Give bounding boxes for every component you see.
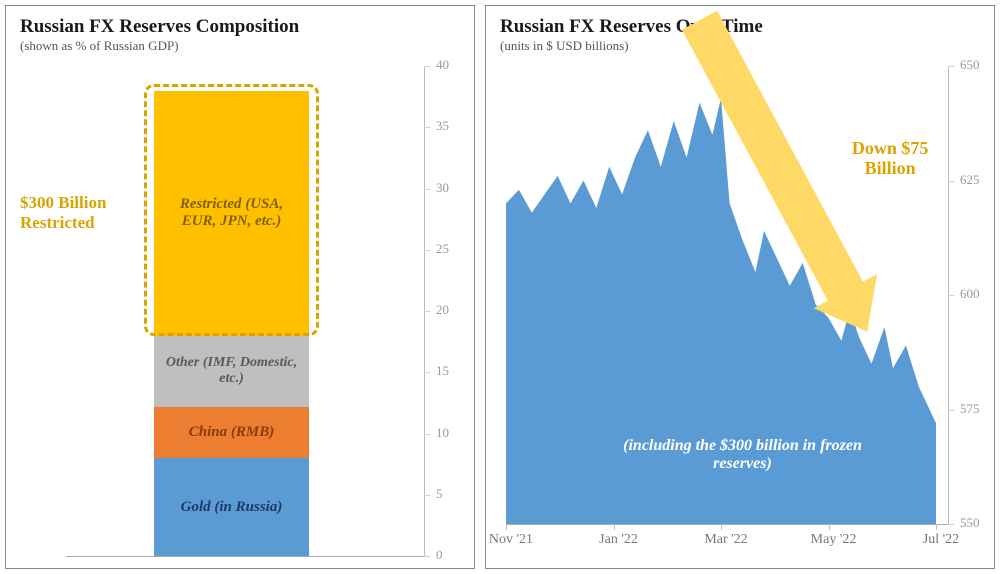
y-tick-label: 0 (436, 547, 443, 563)
x-tick (506, 524, 507, 530)
timeseries-svg (486, 6, 996, 570)
x-tick-label: Jul '22 (906, 532, 976, 548)
composition-panel: Russian FX Reserves Composition (shown a… (5, 5, 475, 569)
timeseries-chart: 550575600625650Nov '21Jan '22Mar '22May … (486, 6, 994, 568)
y-tick (424, 556, 430, 557)
bar-segment-other: Other (IMF, Domestic, etc.) (154, 336, 309, 407)
x-tick-label: Mar '22 (691, 532, 761, 548)
y-tick-label: 30 (436, 180, 449, 196)
y-tick (424, 189, 430, 190)
y-tick-label: 35 (436, 118, 449, 134)
x-axis-line (506, 524, 948, 525)
down-label-line2: Billion (865, 158, 916, 178)
y-tick (424, 127, 430, 128)
x-tick-label: Jan '22 (584, 532, 654, 548)
bar-segment-restricted: Restricted (USA, EUR, JPN, etc.) (154, 91, 309, 336)
x-tick-label: Nov '21 (476, 532, 546, 548)
y-tick-label: 20 (436, 302, 449, 318)
y-tick (424, 495, 430, 496)
x-tick (721, 524, 722, 530)
y-tick-label: 25 (436, 241, 449, 257)
x-tick (829, 524, 830, 530)
frozen-note: (including the $300 billion in frozen re… (613, 437, 873, 473)
bar-segment-china: China (RMB) (154, 407, 309, 458)
callout-line2: Restricted (20, 213, 95, 232)
y-tick-label: 10 (436, 425, 449, 441)
composition-chart: 0 5 10 15 20 25 30 35 40 Gold (in Russia)China (R… (6, 6, 474, 568)
timeseries-panel: Russian FX Reserves Over Time (units in … (485, 5, 995, 569)
y-tick (424, 250, 430, 251)
bar-segment-gold: Gold (in Russia) (154, 458, 309, 556)
zero-line (66, 556, 424, 557)
y-tick (424, 434, 430, 435)
y-tick (424, 372, 430, 373)
x-tick (614, 524, 615, 530)
y-tick-label: 15 (436, 363, 449, 379)
down-label-line1: Down $75 (852, 138, 929, 158)
down-label: Down $75Billion (830, 138, 950, 179)
callout-line1: $300 Billion (20, 193, 106, 212)
restricted-callout: $300 BillionRestricted (20, 193, 106, 232)
y-tick (424, 311, 430, 312)
y-tick (424, 66, 430, 67)
y-tick-label: 5 (436, 486, 443, 502)
x-tick (936, 524, 937, 530)
y-tick-label: 40 (436, 57, 449, 73)
x-tick-label: May '22 (799, 532, 869, 548)
